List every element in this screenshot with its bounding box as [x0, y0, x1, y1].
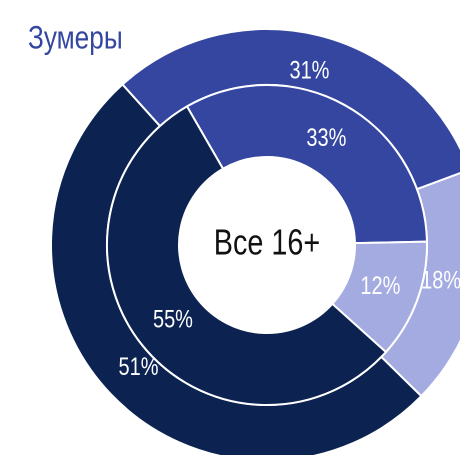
slice	[106, 105, 388, 406]
data-label: 55%	[153, 306, 193, 334]
center-label: Все 16+	[214, 221, 320, 262]
data-label: 51%	[119, 353, 159, 381]
data-label: 12%	[360, 272, 400, 300]
chart-title: Зумеры	[28, 21, 123, 56]
data-label: 18%	[421, 267, 460, 295]
rings	[49, 28, 460, 455]
data-label: 33%	[306, 124, 346, 152]
slice	[185, 84, 428, 245]
data-label: 31%	[289, 57, 329, 85]
